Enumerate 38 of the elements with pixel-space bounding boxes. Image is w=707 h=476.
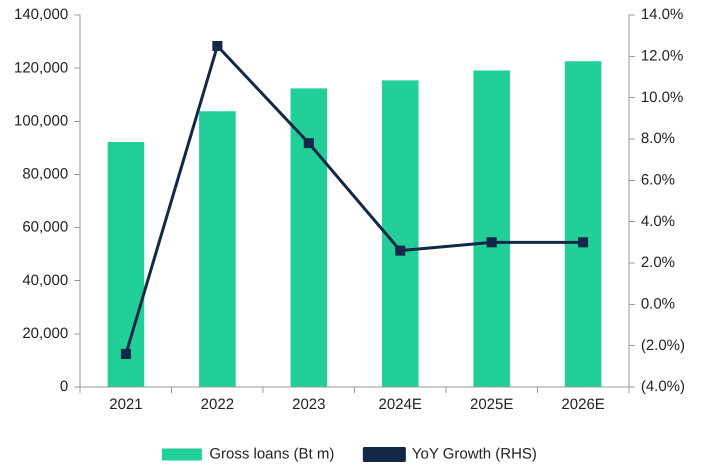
point [395,246,406,256]
y-tick-label: 20,000 [22,325,68,342]
x-tick-label: 2026E [561,396,605,414]
bar [290,88,328,386]
y2-tick-label: 8.0% [640,130,676,148]
x-tick-label: 2021 [109,396,143,414]
y-tick-label: 40,000 [22,272,68,289]
legend-label: YoY Growth (RHS) [412,446,537,463]
y-tick-label: 60,000 [22,218,68,236]
y2-tick-label: 12.0% [640,47,684,64]
point [120,348,131,359]
bar [382,80,419,386]
legend-label: Gross loans (Bt m) [209,446,334,463]
point [486,237,497,248]
y2-tick-label: (2.0%) [640,336,686,354]
point [578,237,588,248]
y2-tick-label: (4.0%) [640,378,686,396]
y-tick-label: 140,000 [14,6,68,24]
x-tick-label: 2025E [470,396,514,414]
bar [473,70,510,386]
x-tick-label: 2022 [200,396,234,414]
y-tick-label: 100,000 [14,112,68,130]
bar [564,61,602,386]
bar [108,142,144,386]
x-tick-label: 2024E [378,396,422,414]
bar [199,111,236,386]
y2-tick-label: 14.0% [640,6,684,24]
point [304,138,314,148]
x-tick-label: 2023 [292,396,326,414]
y-tick-label: 80,000 [22,166,68,183]
y2-tick-label: 6.0% [640,171,676,188]
point [212,40,222,52]
y2-tick-label: 4.0% [640,212,676,230]
y2-tick-label: 10.0% [640,88,684,106]
y2-tick-label: 0.0% [640,295,676,312]
y2-tick-label: 2.0% [640,254,676,272]
y-tick-label: 0 [60,378,68,396]
y-tick-label: 120,000 [14,59,68,76]
